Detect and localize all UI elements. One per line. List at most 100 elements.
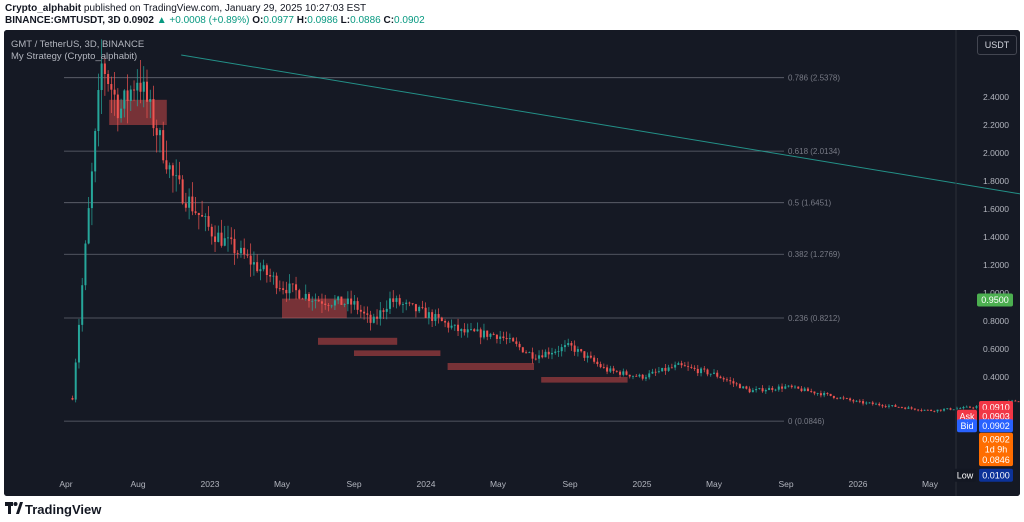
candle-body: [917, 409, 920, 411]
axis-target-tag-bg: [977, 293, 1013, 307]
candle-body: [602, 367, 605, 368]
candle-body: [427, 312, 430, 318]
axis-target-tag-text: 0.9500: [981, 295, 1009, 305]
candle-body: [482, 330, 485, 338]
candle-body: [570, 343, 573, 346]
axis-last-price-bg: [979, 432, 1013, 446]
candle-body: [382, 310, 385, 312]
candle-body: [644, 377, 647, 379]
candle-body: [265, 265, 268, 276]
candle-body: [479, 329, 482, 338]
candle-body: [227, 237, 229, 239]
candle-body: [690, 366, 693, 368]
candle-body: [414, 304, 417, 312]
candle-body: [453, 324, 456, 326]
candle-body: [713, 372, 715, 374]
candle-body: [301, 298, 304, 300]
candle-body: [379, 310, 382, 319]
candle-body: [512, 338, 515, 342]
low-value: 0.0886: [350, 15, 381, 26]
candle-body: [191, 196, 194, 212]
chart-background: [4, 30, 1020, 496]
axis-low-label-bg: [954, 468, 976, 482]
candle-body: [622, 371, 625, 375]
candle-body: [123, 90, 126, 109]
candle-body: [168, 165, 171, 170]
fib-level-label: 0.786 (2.5378): [788, 74, 840, 83]
candle-body: [907, 407, 910, 409]
candle-body: [693, 367, 696, 369]
y-tick-label: 0.8000: [983, 316, 1009, 326]
supply-zone: [282, 298, 347, 319]
candle-body: [716, 372, 719, 377]
candle-body: [314, 299, 317, 301]
candle-body: [518, 343, 521, 348]
x-tick-label: 2025: [633, 479, 652, 489]
candle-body: [395, 298, 398, 302]
candle-body: [376, 316, 379, 319]
candle-body: [832, 395, 835, 398]
candle-body: [324, 303, 327, 305]
candle-body: [408, 302, 411, 304]
x-tick-label: 2023: [201, 479, 220, 489]
candle-body: [596, 361, 599, 365]
currency-button[interactable]: USDT: [977, 35, 1017, 55]
candle-body: [803, 388, 806, 392]
candle-body: [113, 89, 116, 95]
fib-level-label: 0 (0.0846): [788, 417, 825, 426]
candle-body: [706, 369, 709, 375]
candle-body: [308, 293, 310, 302]
candle-body: [90, 171, 93, 209]
candle-body: [586, 355, 589, 358]
candle-body: [657, 371, 660, 373]
candle-body: [790, 385, 793, 388]
candle-body: [738, 384, 741, 389]
candle-body: [372, 316, 375, 323]
candle-body: [385, 308, 388, 312]
y-tick-label: 0.6000: [983, 344, 1009, 354]
candle-body: [547, 351, 550, 355]
axis-bid-value-text: 0.0902: [982, 421, 1010, 431]
candle-body: [476, 329, 479, 332]
candle-body: [233, 238, 236, 254]
candle-body: [230, 237, 233, 239]
candle-body: [761, 388, 764, 392]
candle-body: [486, 330, 489, 337]
axis-stop-value-text: 0.0846: [982, 455, 1010, 465]
candle-body: [628, 374, 631, 377]
author-name[interactable]: Crypto_alphabit: [5, 3, 82, 14]
price-chart[interactable]: Apr Aug 2023 May Sep 2024 May Sep 2025 May Sep 2026…: [4, 30, 1020, 496]
candle-body: [489, 333, 492, 337]
x-tick-label: May: [274, 479, 291, 489]
candle-body: [735, 383, 738, 385]
candle-body: [609, 368, 612, 372]
candle-body: [434, 314, 437, 321]
candle-body: [389, 298, 391, 309]
candle-body: [181, 179, 184, 204]
axis-ask-label-text: Ask: [959, 411, 975, 421]
candle-body: [865, 402, 868, 404]
candle-body: [201, 215, 204, 217]
candle-body: [894, 405, 897, 407]
candle-body: [392, 298, 395, 302]
candle-body: [745, 386, 748, 389]
candle-body: [97, 90, 100, 132]
x-tick-label: Apr: [59, 479, 72, 489]
candle-body: [946, 408, 949, 410]
candle-body: [849, 398, 852, 401]
candle-body: [214, 236, 217, 242]
chart-panel[interactable]: Apr Aug 2023 May Sep 2024 May Sep 2025 May Sep 2026…: [4, 30, 1020, 496]
candle-body: [852, 400, 855, 402]
candle-body: [667, 367, 670, 371]
candle-body: [285, 289, 288, 294]
candle-body: [881, 405, 884, 407]
y-tick-label: 2.4000: [983, 92, 1009, 102]
candle-body: [858, 400, 861, 402]
candle-body: [457, 324, 460, 332]
candle-body: [573, 345, 576, 352]
candle-body: [855, 400, 858, 402]
legend-strategy: My Strategy (Crypto_alphabit): [11, 51, 138, 62]
candle-body: [729, 380, 732, 382]
candle-body: [194, 211, 197, 213]
candle-body: [926, 409, 929, 411]
